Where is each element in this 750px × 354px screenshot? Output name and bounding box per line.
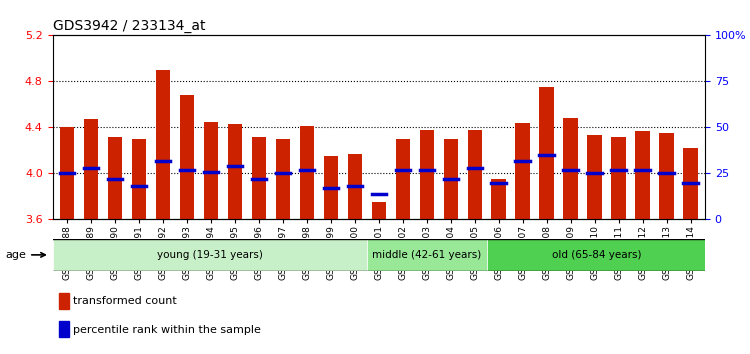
Bar bbox=[275, 139, 290, 219]
FancyBboxPatch shape bbox=[488, 239, 705, 271]
Bar bbox=[84, 119, 98, 219]
Text: GDS3942 / 233134_at: GDS3942 / 233134_at bbox=[53, 19, 205, 33]
Bar bbox=[539, 87, 554, 219]
FancyBboxPatch shape bbox=[367, 239, 488, 271]
Bar bbox=[443, 139, 458, 219]
Bar bbox=[108, 137, 122, 219]
Bar bbox=[467, 130, 482, 219]
Bar bbox=[587, 136, 602, 219]
Bar bbox=[395, 139, 410, 219]
Text: old (65-84 years): old (65-84 years) bbox=[551, 250, 641, 260]
Bar bbox=[204, 122, 218, 219]
Bar bbox=[299, 126, 314, 219]
Bar bbox=[59, 293, 69, 309]
Bar bbox=[563, 118, 578, 219]
FancyBboxPatch shape bbox=[53, 239, 367, 271]
Text: transformed count: transformed count bbox=[74, 296, 177, 306]
Bar bbox=[683, 148, 698, 219]
Bar bbox=[611, 137, 626, 219]
Bar bbox=[227, 124, 242, 219]
Bar bbox=[347, 154, 362, 219]
Bar bbox=[515, 123, 530, 219]
Text: middle (42-61 years): middle (42-61 years) bbox=[373, 250, 482, 260]
Bar bbox=[132, 139, 146, 219]
Text: age: age bbox=[5, 250, 45, 260]
Bar bbox=[659, 133, 674, 219]
Bar bbox=[491, 179, 506, 219]
Bar bbox=[635, 131, 650, 219]
Bar bbox=[156, 70, 170, 219]
Bar bbox=[323, 156, 338, 219]
Text: percentile rank within the sample: percentile rank within the sample bbox=[74, 325, 261, 335]
Bar bbox=[180, 95, 194, 219]
Bar bbox=[60, 127, 74, 219]
Bar bbox=[371, 202, 386, 219]
Text: young (19-31 years): young (19-31 years) bbox=[157, 250, 262, 260]
Bar bbox=[59, 321, 69, 337]
Bar bbox=[251, 137, 266, 219]
Bar bbox=[419, 130, 434, 219]
